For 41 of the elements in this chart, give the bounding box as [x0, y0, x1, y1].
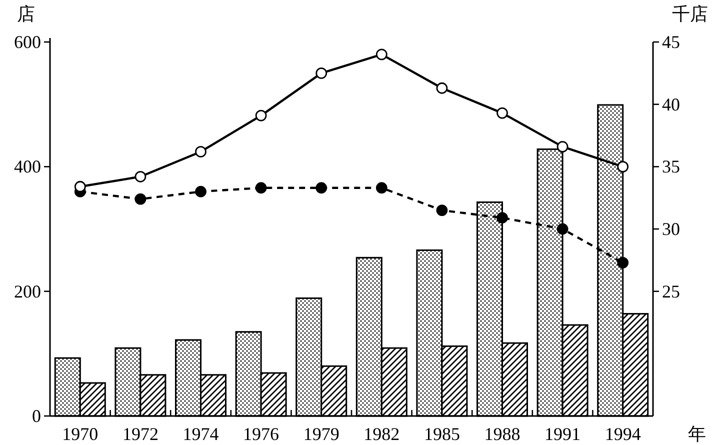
x-tick-label: 1991 [544, 424, 581, 444]
point [74, 180, 86, 192]
x-tick-label: 1979 [303, 424, 340, 444]
point [134, 193, 146, 205]
point [316, 182, 328, 194]
y-tick-label: 400 [14, 156, 41, 177]
y-tick-label: 200 [14, 281, 41, 302]
point [316, 67, 328, 79]
x-tick-label: 1976 [243, 424, 280, 444]
point [496, 107, 508, 119]
x-tick-label: 1994 [604, 424, 641, 444]
point [436, 204, 448, 216]
y-axis-title: 店 [17, 4, 35, 24]
point [436, 82, 448, 94]
point [255, 110, 267, 122]
point [496, 212, 508, 224]
point [556, 141, 568, 152]
point [195, 186, 206, 198]
point [376, 182, 388, 194]
y-tick-label: 0 [32, 406, 41, 426]
y2-tick-label: 40 [662, 94, 680, 114]
x-tick-label: 1988 [484, 424, 520, 444]
point [376, 48, 388, 60]
point [195, 146, 206, 158]
x-axis-title: 年 [688, 424, 706, 444]
x-tick-label: 1982 [364, 424, 400, 444]
point [617, 160, 629, 172]
y2-tick-label: 45 [662, 32, 680, 52]
x-tick-label: 1974 [182, 424, 219, 444]
point [556, 223, 568, 235]
y2-tick-label: 25 [662, 281, 680, 302]
y2-axis-title: 千店 [672, 4, 708, 24]
y2-tick-label: 35 [662, 156, 680, 177]
y-tick-label: 600 [14, 32, 41, 52]
point [617, 256, 629, 268]
point [255, 182, 267, 194]
y2-tick-label: 30 [662, 219, 680, 239]
point [134, 170, 146, 182]
x-tick-label: 1972 [122, 424, 158, 444]
x-tick-label: 1970 [62, 424, 98, 444]
x-tick-label: 1985 [424, 424, 460, 444]
